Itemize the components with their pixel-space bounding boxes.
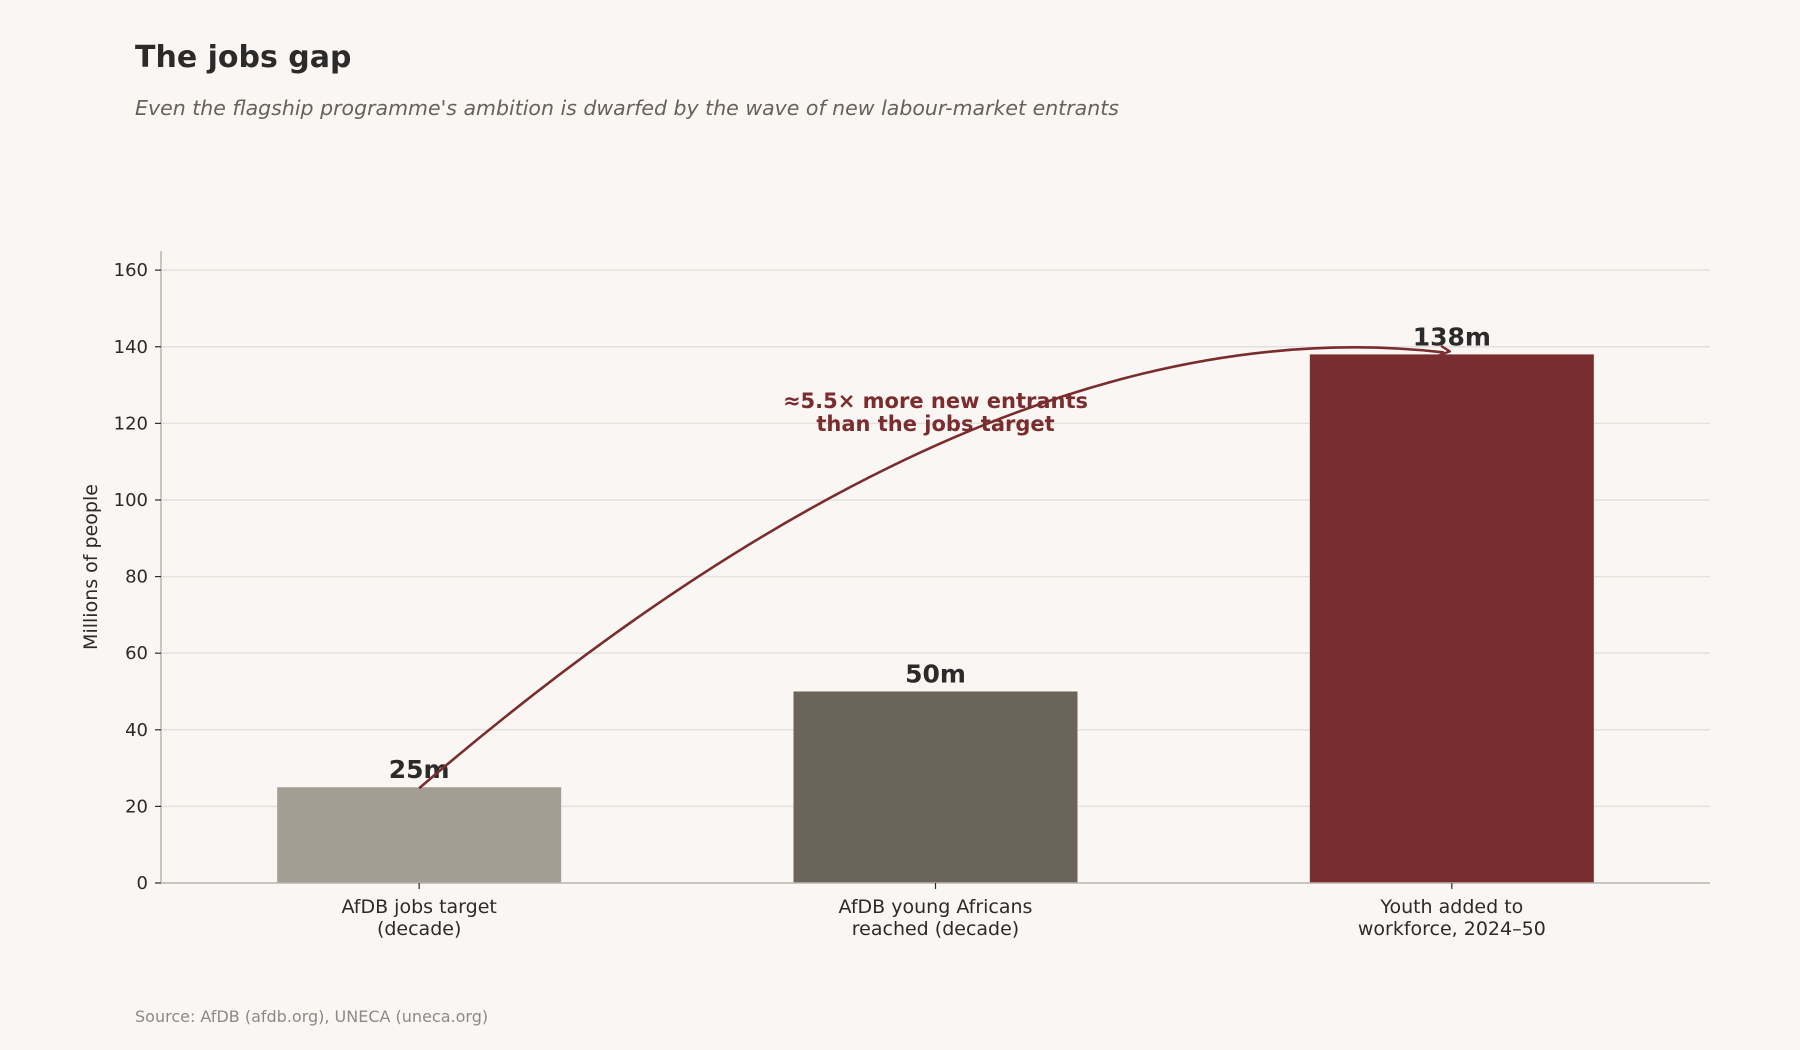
y-tick-label: 160 (114, 260, 148, 281)
source-note: Source: AfDB (afdb.org), UNECA (uneca.or… (135, 1007, 489, 1026)
x-axis-ticks: AfDB jobs target (decade) AfDB young Afric… (341, 883, 1546, 940)
value-label: 138m (1413, 322, 1491, 351)
y-tick-label: 0 (137, 873, 148, 894)
bar (277, 787, 562, 883)
x-tick-label: AfDB young Africans reached (decade) (839, 896, 1033, 940)
annotation-arrowhead (1437, 345, 1452, 357)
y-tick-label: 100 (114, 490, 148, 511)
x-tick-label: Youth added to workforce, 2024–50 (1358, 896, 1546, 940)
annotation-arrow (418, 346, 1444, 790)
y-tick-label: 60 (125, 643, 148, 664)
bars (277, 354, 1594, 883)
annotation: ≈5.5× more new entrants than the jobs tar… (418, 345, 1452, 790)
chart-subtitle: Even the flagship programme's ambition i… (135, 96, 1119, 120)
y-tick-label: 80 (125, 567, 148, 588)
bar (793, 691, 1078, 883)
chart-title: The jobs gap (135, 40, 352, 75)
value-label: 50m (905, 659, 966, 688)
y-axis-ticks: 0 20 40 60 80 100 120 140 160 (114, 260, 161, 894)
annotation-text: ≈5.5× more new entrants than the jobs tar… (783, 389, 1088, 436)
y-axis-label: Millions of people (80, 484, 102, 650)
bar (1309, 354, 1594, 883)
y-tick-label: 120 (114, 413, 148, 434)
y-tick-label: 20 (125, 796, 148, 817)
y-tick-label: 40 (125, 720, 148, 741)
y-tick-label: 140 (114, 337, 148, 358)
x-tick-label: AfDB jobs target (decade) (341, 896, 496, 940)
